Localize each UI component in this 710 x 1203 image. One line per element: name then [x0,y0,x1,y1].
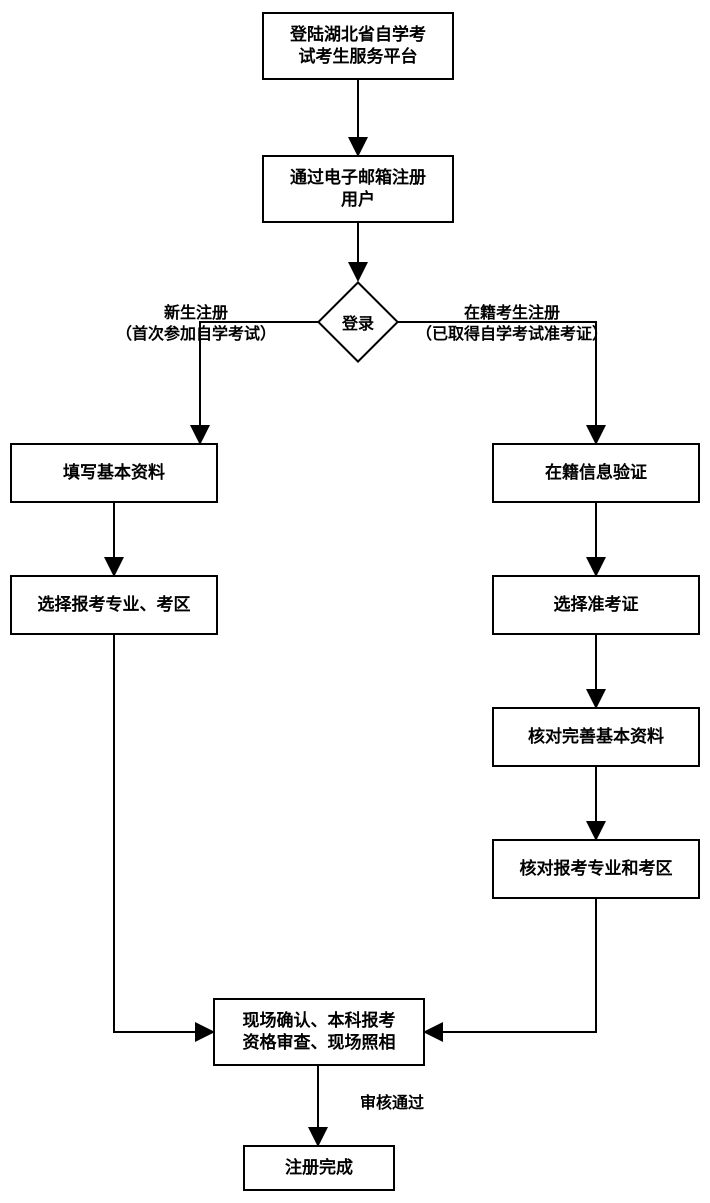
node-text: 核对完善基本资料 [528,726,664,748]
node-verify-enrolled: 在籍信息验证 [492,443,700,503]
node-text: 现场确认、本科报考资格审查、现场照相 [243,1010,396,1054]
node-text: 注册完成 [285,1157,353,1179]
label-enrolled-student: 在籍考生注册 （已取得自学考试准考证） [416,304,608,346]
label-line2: （首次参加自学考试） [116,325,276,346]
node-fill-basic-info: 填写基本资料 [10,443,218,503]
label-text: 审核通过 [360,1095,424,1112]
node-login-decision: 登录 [316,280,400,364]
node-select-ticket: 选择准考证 [492,575,700,635]
label-new-student: 新生注册 （首次参加自学考试） [116,304,276,346]
node-text: 选择准考证 [554,594,639,616]
node-text: 填写基本资料 [63,462,165,484]
node-verify-basic-info: 核对完善基本资料 [492,707,700,767]
node-login-platform: 登陆湖北省自学考试考生服务平台 [262,12,454,80]
node-text: 登陆湖北省自学考试考生服务平台 [290,24,426,68]
node-register-email: 通过电子邮箱注册用户 [262,155,454,223]
node-text: 选择报考专业、考区 [38,594,191,616]
node-register-complete: 注册完成 [243,1145,395,1191]
node-text: 登录 [342,310,374,334]
label-line1: 新生注册 [116,304,276,325]
node-verify-major: 核对报考专业和考区 [492,839,700,899]
node-onsite-confirm: 现场确认、本科报考资格审查、现场照相 [213,998,425,1066]
node-text: 在籍信息验证 [545,462,647,484]
node-select-major: 选择报考专业、考区 [10,575,218,635]
label-line2: （已取得自学考试准考证） [416,325,608,346]
node-text: 核对报考专业和考区 [520,858,673,880]
node-text: 通过电子邮箱注册用户 [290,167,426,211]
label-line1: 在籍考生注册 [416,304,608,325]
label-approved: 审核通过 [360,1094,424,1115]
